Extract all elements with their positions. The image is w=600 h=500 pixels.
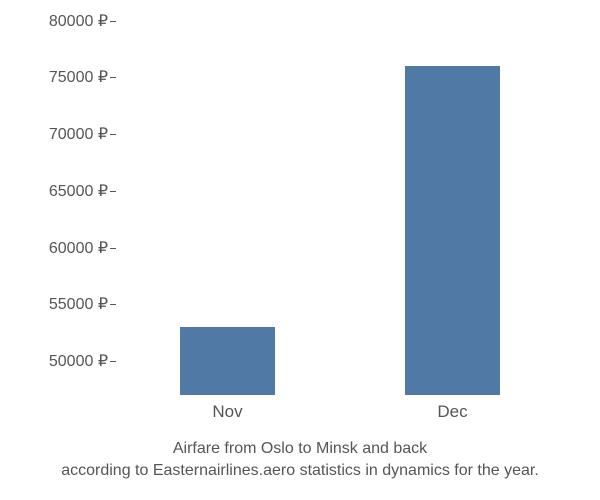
chart-caption: Airfare from Oslo to Minsk and back acco… xyxy=(0,438,600,481)
y-tick-mark xyxy=(110,134,116,135)
y-tick-label: 65000 ₽ xyxy=(49,181,108,201)
y-tick-label: 70000 ₽ xyxy=(49,124,108,144)
y-tick-label: 75000 ₽ xyxy=(49,67,108,87)
y-tick-mark xyxy=(110,191,116,192)
plot-area xyxy=(115,15,565,395)
y-tick-label: 55000 ₽ xyxy=(49,294,108,314)
x-tick-label: Nov xyxy=(212,402,242,422)
y-tick-label: 80000 ₽ xyxy=(49,11,108,31)
caption-line-2: according to Easternairlines.aero statis… xyxy=(0,460,600,482)
bar xyxy=(180,327,275,395)
y-tick-label: 60000 ₽ xyxy=(49,238,108,258)
y-tick-mark xyxy=(110,248,116,249)
y-tick-mark xyxy=(110,21,116,22)
bar xyxy=(405,66,500,395)
caption-line-1: Airfare from Oslo to Minsk and back xyxy=(0,438,600,460)
y-tick-mark xyxy=(110,304,116,305)
y-tick-mark xyxy=(110,361,116,362)
x-tick-label: Dec xyxy=(437,402,467,422)
y-tick-mark xyxy=(110,77,116,78)
y-tick-label: 50000 ₽ xyxy=(49,351,108,371)
airfare-chart: 50000 ₽ 55000 ₽ 60000 ₽ 65000 ₽ 70000 ₽ 75000… xyxy=(30,10,570,430)
